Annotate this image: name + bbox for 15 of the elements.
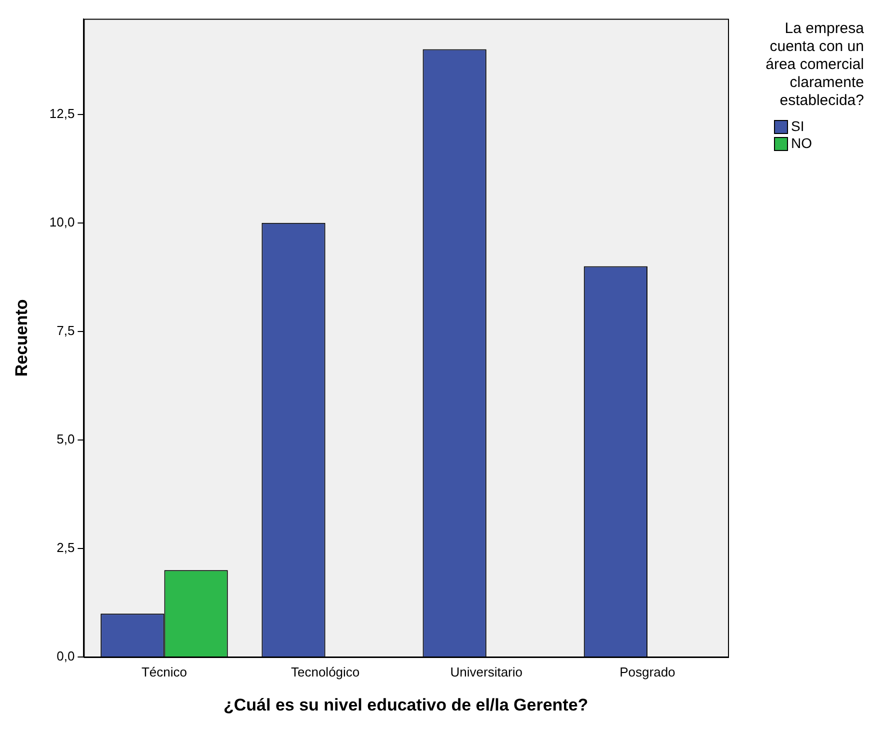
- x-tick-label: Universitario: [450, 664, 523, 680]
- legend-title: La empresa cuenta con un área comercial claramente establecida?: [764, 20, 864, 110]
- y-tick-label: 10,0: [49, 214, 75, 230]
- y-tick-label: 5,0: [56, 432, 75, 447]
- legend-label: SI: [791, 118, 804, 135]
- legend-label: NO: [791, 135, 812, 152]
- y-tick-label: 12,5: [49, 106, 75, 121]
- x-axis-title: ¿Cuál es su nivel educativo de el/la Gerente?: [224, 695, 588, 714]
- x-tick-label: Tecnológico: [290, 664, 360, 680]
- x-tick-label: Posgrado: [620, 664, 676, 680]
- y-tick-label: 2,5: [56, 540, 75, 556]
- x-tick-label: Técnico: [141, 664, 188, 680]
- y-tick-label: 7,5: [56, 322, 75, 338]
- y-tick-label: 0,0: [56, 648, 75, 664]
- y-axis-title: Recuento: [12, 299, 31, 377]
